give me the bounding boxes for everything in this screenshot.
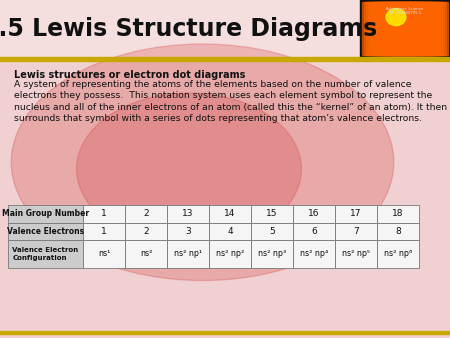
Bar: [364, 2, 446, 55]
Text: ns² np⁴: ns² np⁴: [300, 249, 328, 259]
Bar: [380, 2, 430, 55]
Bar: [209, 240, 251, 268]
Bar: [0, 331, 450, 334]
Text: ns² np⁶: ns² np⁶: [384, 249, 412, 259]
Text: A system of representing the atoms of the elements based on the number of valenc: A system of representing the atoms of th…: [14, 80, 447, 123]
Bar: [377, 205, 419, 223]
Text: 1: 1: [101, 210, 107, 218]
Bar: [293, 223, 335, 240]
Text: 2: 2: [143, 210, 149, 218]
Bar: [209, 223, 251, 240]
Bar: [335, 205, 377, 223]
Text: 6: 6: [311, 227, 317, 236]
Text: Main Group Number: Main Group Number: [2, 210, 89, 218]
Bar: [360, 0, 450, 57]
Bar: [125, 205, 167, 223]
Bar: [167, 205, 209, 223]
Text: 7: 7: [353, 227, 359, 236]
Text: ns²: ns²: [140, 249, 152, 259]
Bar: [83, 205, 125, 223]
Bar: [0, 0, 450, 58]
Bar: [251, 205, 293, 223]
Text: ns² np⁵: ns² np⁵: [342, 249, 370, 259]
Bar: [8, 223, 83, 240]
Bar: [293, 205, 335, 223]
Text: 3: 3: [185, 227, 191, 236]
Text: ns² np²: ns² np²: [216, 249, 244, 259]
Bar: [400, 2, 410, 55]
Bar: [394, 2, 416, 55]
Bar: [386, 2, 424, 55]
Text: Lewis structures or electron dot diagrams: Lewis structures or electron dot diagram…: [14, 70, 245, 80]
Bar: [0, 57, 450, 61]
Text: 1: 1: [101, 227, 107, 236]
Ellipse shape: [76, 93, 302, 245]
Text: 2: 2: [143, 227, 149, 236]
Text: 16: 16: [308, 210, 320, 218]
Bar: [374, 2, 436, 55]
Bar: [8, 205, 83, 223]
Bar: [8, 240, 83, 268]
Bar: [372, 2, 438, 55]
Bar: [167, 240, 209, 268]
Text: 13: 13: [182, 210, 194, 218]
Ellipse shape: [386, 8, 406, 26]
Bar: [377, 240, 419, 268]
Bar: [378, 2, 432, 55]
Bar: [398, 2, 412, 55]
Bar: [125, 223, 167, 240]
Bar: [335, 223, 377, 240]
Text: 5: 5: [269, 227, 275, 236]
Bar: [83, 223, 125, 240]
Text: Valence Electron
Configuration: Valence Electron Configuration: [13, 247, 79, 261]
Text: Valence Electrons: Valence Electrons: [7, 227, 84, 236]
Text: 18: 18: [392, 210, 404, 218]
Text: Advantage Science
AP CHEMISTRY 1: Advantage Science AP CHEMISTRY 1: [387, 7, 423, 16]
Ellipse shape: [11, 44, 394, 281]
Bar: [366, 2, 444, 55]
Bar: [368, 2, 442, 55]
Text: 15: 15: [266, 210, 278, 218]
Bar: [83, 240, 125, 268]
Text: ns¹: ns¹: [98, 249, 110, 259]
Bar: [376, 2, 434, 55]
Bar: [382, 2, 428, 55]
Text: ns² np³: ns² np³: [258, 249, 286, 259]
Bar: [362, 2, 448, 55]
Bar: [251, 223, 293, 240]
Text: 4: 4: [227, 227, 233, 236]
Text: 14: 14: [224, 210, 236, 218]
Text: 6.5 Lewis Structure Diagrams: 6.5 Lewis Structure Diagrams: [0, 17, 378, 41]
Text: 8: 8: [395, 227, 401, 236]
Bar: [388, 2, 422, 55]
Bar: [209, 205, 251, 223]
Bar: [396, 2, 414, 55]
Text: 17: 17: [350, 210, 362, 218]
Bar: [251, 240, 293, 268]
Bar: [167, 223, 209, 240]
Bar: [384, 2, 426, 55]
Bar: [392, 2, 418, 55]
Bar: [370, 2, 440, 55]
Bar: [390, 2, 420, 55]
Bar: [335, 240, 377, 268]
Text: ns² np¹: ns² np¹: [174, 249, 202, 259]
Bar: [125, 240, 167, 268]
Bar: [377, 223, 419, 240]
Bar: [293, 240, 335, 268]
